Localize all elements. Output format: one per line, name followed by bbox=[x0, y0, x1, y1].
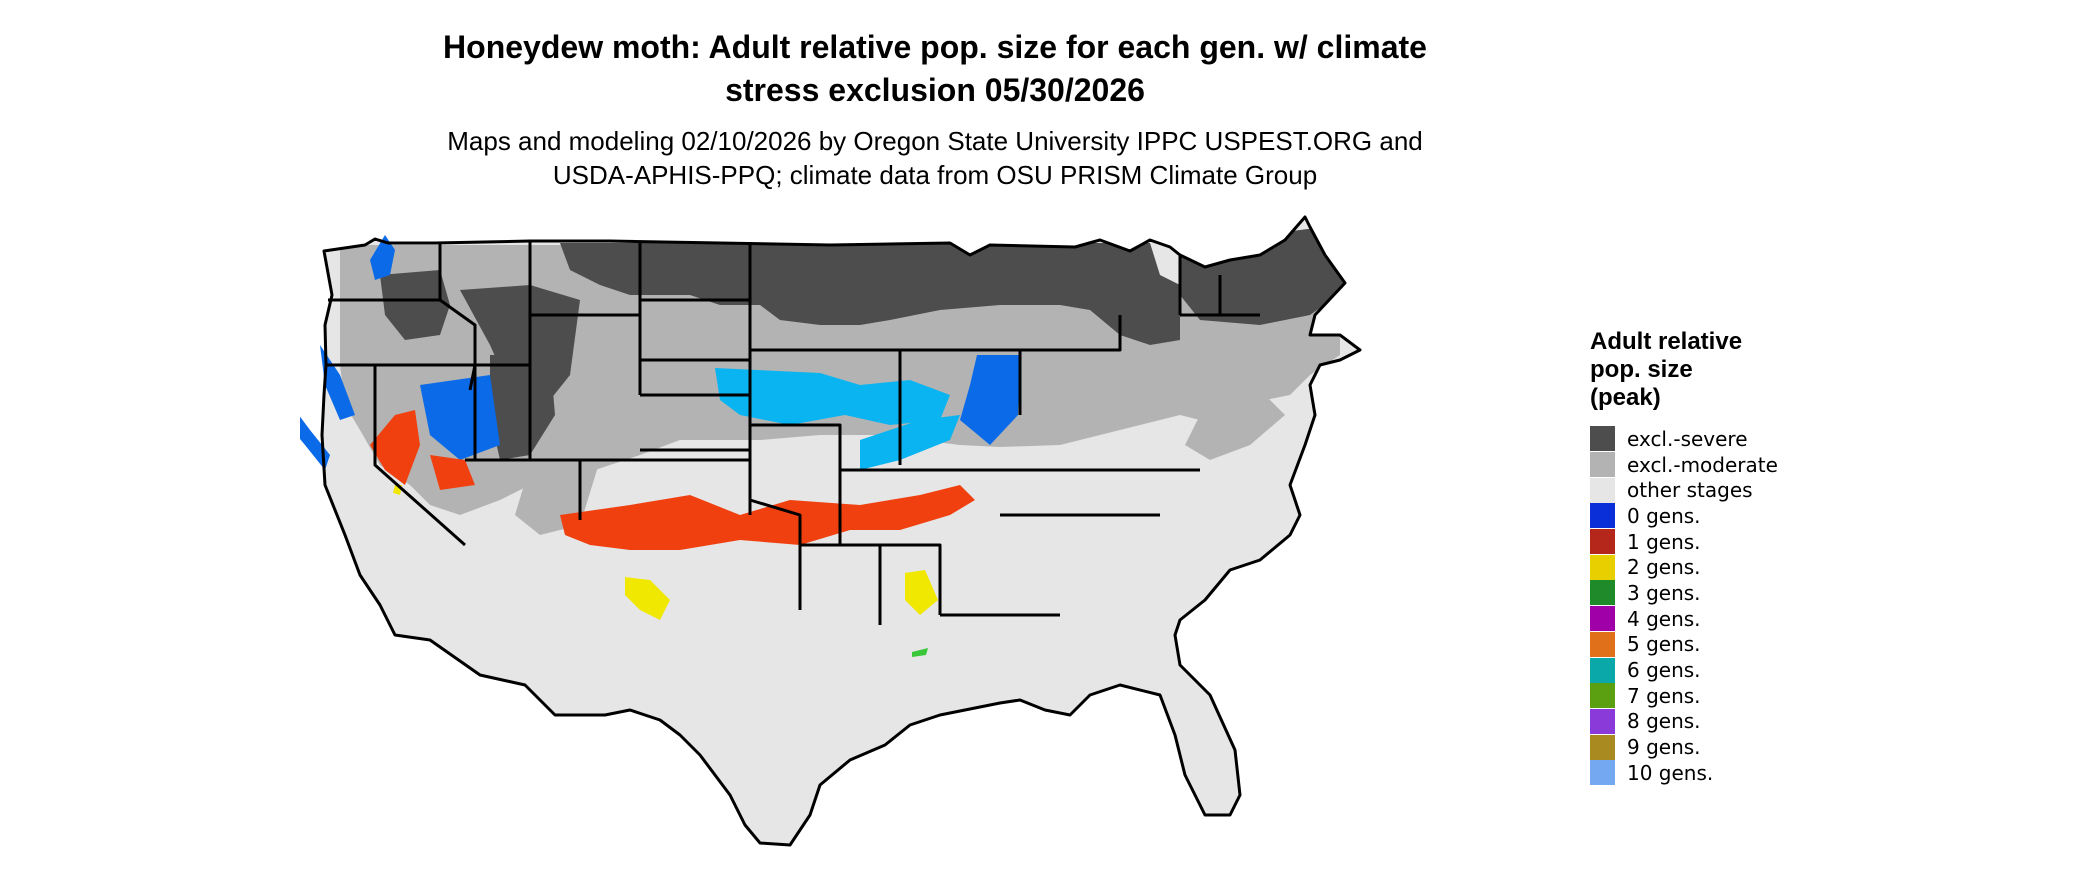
excl-severe-idaho bbox=[380, 270, 450, 340]
legend-title: Adult relative pop. size (peak) bbox=[1590, 328, 1830, 412]
map-title-line-1: Honeydew moth: Adult relative pop. size … bbox=[443, 29, 1427, 65]
legend-item: 8 gens. bbox=[1590, 708, 1830, 735]
border-nd-sd bbox=[638, 243, 750, 395]
legend-item: other stages bbox=[1590, 477, 1830, 503]
border-mo-ar bbox=[750, 423, 842, 547]
legend-title-line-1: Adult relative bbox=[1590, 328, 1743, 355]
border-ms-al bbox=[840, 543, 942, 625]
legend-label: 3 gens. bbox=[1627, 580, 1701, 605]
legend-swatch bbox=[1590, 580, 1615, 606]
legend-label: other stages bbox=[1627, 478, 1753, 503]
map-title: Honeydew moth: Adult relative pop. size … bbox=[0, 26, 1870, 112]
legend-swatch bbox=[1590, 554, 1615, 580]
border-ne-ks bbox=[640, 393, 750, 452]
legend-item: 6 gens. bbox=[1590, 657, 1830, 683]
legend-label: 5 gens. bbox=[1627, 632, 1701, 657]
legend-swatch bbox=[1590, 606, 1615, 632]
excl-severe-wisconsin bbox=[760, 245, 910, 295]
legend-label: 10 gens. bbox=[1627, 760, 1714, 785]
legend-label: 9 gens. bbox=[1627, 735, 1701, 760]
legend-item: 0 gens. bbox=[1590, 503, 1830, 529]
legend-item: 10 gens. bbox=[1590, 760, 1830, 786]
legend-swatch bbox=[1590, 708, 1615, 734]
border-ca-nv bbox=[373, 365, 466, 547]
excl-severe-north bbox=[560, 243, 1180, 345]
map-subtitle-line-2: USDA-APHIS-PPQ; climate data from OSU PR… bbox=[552, 160, 1318, 190]
legend-swatch bbox=[1590, 657, 1615, 683]
legend-label: excl.-severe bbox=[1627, 426, 1748, 451]
legend-swatch bbox=[1590, 426, 1615, 452]
yellow-zone-south-texas bbox=[625, 577, 670, 620]
map-title-line-2: stress exclusion 05/30/2026 bbox=[725, 72, 1145, 108]
legend-item: 3 gens. bbox=[1590, 580, 1830, 606]
legend-swatch bbox=[1590, 760, 1615, 786]
blue-zone-arizona bbox=[420, 375, 500, 460]
legend-swatch bbox=[1590, 631, 1615, 657]
legend-item: 1 gens. bbox=[1590, 529, 1830, 555]
red-zone-gulf-band bbox=[560, 485, 975, 550]
border-mn-ia bbox=[748, 243, 840, 515]
legend-swatch bbox=[1590, 452, 1615, 478]
legend-label: 2 gens. bbox=[1627, 555, 1701, 580]
red-zone-arizona bbox=[430, 455, 475, 490]
us-outline bbox=[320, 215, 1362, 847]
legend-item: excl.-moderate bbox=[1590, 452, 1830, 478]
legend-item: 5 gens. bbox=[1590, 631, 1830, 658]
legend-label: excl.-moderate bbox=[1627, 452, 1778, 477]
red-zone-southwest bbox=[370, 410, 420, 485]
green-spot-florida-keys bbox=[912, 648, 928, 657]
legend-swatch bbox=[1590, 503, 1615, 529]
border-ny-pa bbox=[1020, 315, 1122, 352]
legend-swatch bbox=[1590, 683, 1615, 709]
legend-swatch bbox=[1590, 529, 1615, 555]
legend-swatch bbox=[1590, 734, 1615, 760]
legend-item: 2 gens. bbox=[1590, 554, 1830, 580]
border-id-mt bbox=[438, 243, 477, 365]
excl-moderate-appalachia bbox=[1185, 390, 1285, 460]
legend-label: 7 gens. bbox=[1627, 683, 1701, 708]
legend-item: excl.-severe bbox=[1590, 426, 1830, 452]
legend-label: 1 gens. bbox=[1627, 529, 1701, 554]
map-subtitle-line-1: Maps and modeling 02/10/2026 by Oregon S… bbox=[447, 126, 1423, 156]
map-subtitle: Maps and modeling 02/10/2026 by Oregon S… bbox=[0, 124, 1870, 192]
legend-item: 9 gens. bbox=[1590, 734, 1830, 760]
legend-swatch bbox=[1590, 477, 1615, 503]
blue-zone-pacific-northwest bbox=[370, 235, 395, 280]
cyan-zone-midwest-band bbox=[715, 368, 950, 425]
legend-title-line-2: pop. size bbox=[1590, 356, 1693, 383]
blue-zone-mid-atlantic bbox=[960, 355, 1020, 445]
legend-item: 4 gens. bbox=[1590, 606, 1830, 632]
excl-severe-colorado bbox=[490, 355, 555, 460]
cyan-zone-tennessee bbox=[860, 415, 960, 470]
border-new-england bbox=[1178, 255, 1260, 317]
legend-items: excl.-severe excl.-moderate other stages 0 … bbox=[1590, 426, 1830, 786]
legend-label: 8 gens. bbox=[1627, 709, 1701, 734]
state-borders bbox=[320, 215, 1362, 847]
yellow-zone-south-florida bbox=[905, 570, 938, 615]
legend: Adult relative pop. size (peak) excl.-se… bbox=[1590, 328, 1830, 786]
legend-item: 7 gens. bbox=[1590, 683, 1830, 709]
legend-title-line-3: (peak) bbox=[1590, 384, 1661, 411]
legend-label: 6 gens. bbox=[1627, 658, 1701, 683]
legend-label: 0 gens. bbox=[1627, 503, 1701, 528]
us-map bbox=[300, 215, 1362, 847]
legend-label: 4 gens. bbox=[1627, 606, 1701, 631]
